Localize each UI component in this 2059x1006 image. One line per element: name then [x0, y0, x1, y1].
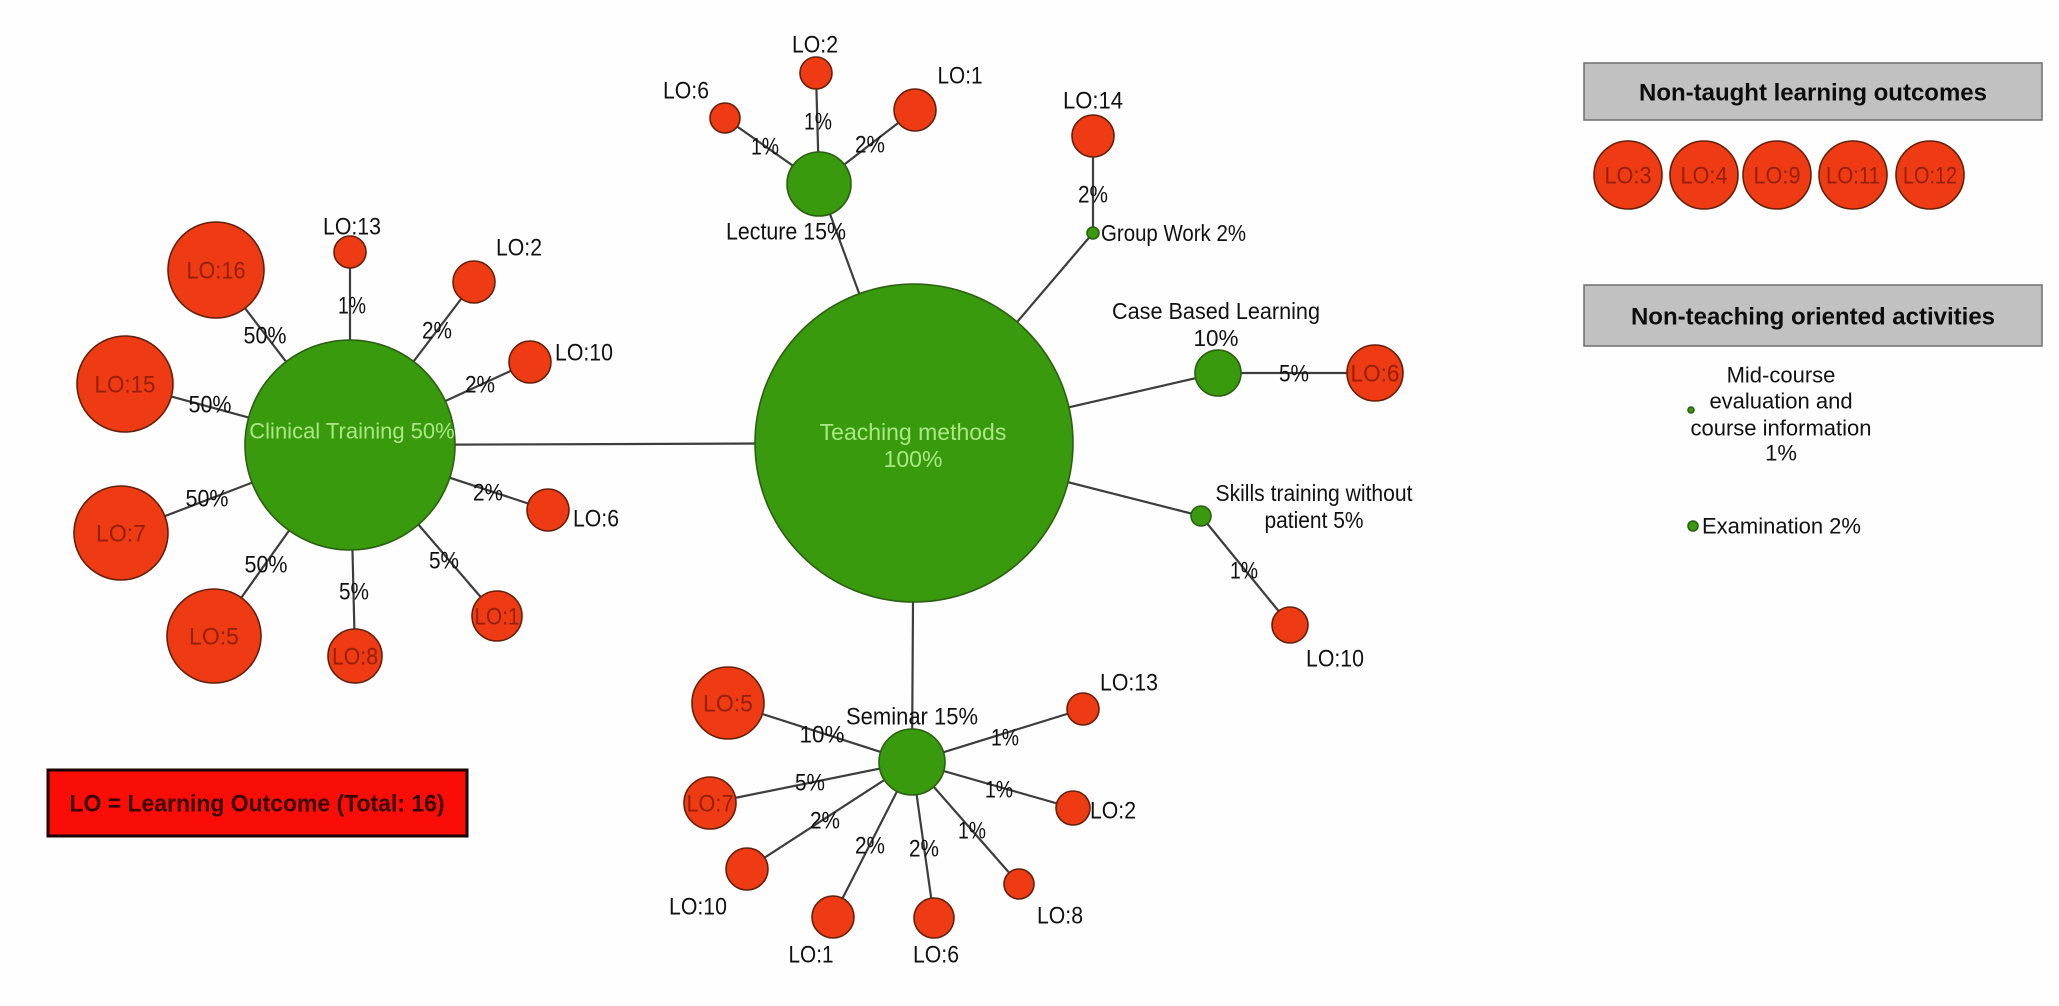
svg-text:2%: 2% — [465, 371, 495, 398]
svg-text:5%: 5% — [429, 547, 459, 574]
svg-text:50%: 50% — [244, 322, 287, 349]
svg-text:patient 5%: patient 5% — [1265, 507, 1364, 533]
svg-text:1%: 1% — [751, 133, 779, 160]
svg-text:evaluation and: evaluation and — [1709, 389, 1852, 414]
svg-text:course information: course information — [1691, 416, 1872, 441]
svg-text:LO = Learning Outcome (Total:: LO = Learning Outcome (Total: 16) — [70, 790, 445, 817]
svg-text:LO:6: LO:6 — [663, 77, 709, 104]
svg-text:50%: 50% — [245, 551, 288, 578]
svg-text:LO:1: LO:1 — [938, 62, 983, 89]
svg-text:LO:5: LO:5 — [189, 623, 239, 650]
svg-text:5%: 5% — [339, 578, 369, 605]
svg-text:LO:9: LO:9 — [1754, 162, 1801, 189]
svg-text:LO:7: LO:7 — [96, 520, 146, 547]
svg-text:LO:1: LO:1 — [789, 941, 834, 968]
svg-text:1%: 1% — [338, 292, 366, 319]
svg-text:Seminar 15%: Seminar 15% — [846, 703, 978, 730]
svg-text:10%: 10% — [800, 721, 845, 748]
svg-text:LO:15: LO:15 — [95, 371, 156, 398]
svg-text:Examination 2%: Examination 2% — [1702, 514, 1861, 539]
svg-text:LO:2: LO:2 — [496, 234, 542, 261]
svg-text:LO:14: LO:14 — [1063, 87, 1123, 114]
svg-text:LO:6: LO:6 — [913, 941, 959, 968]
svg-text:2%: 2% — [473, 479, 503, 506]
svg-text:Lecture 15%: Lecture 15% — [726, 218, 846, 245]
svg-text:LO:3: LO:3 — [1605, 162, 1652, 189]
svg-text:LO:8: LO:8 — [332, 643, 378, 670]
svg-text:2%: 2% — [422, 317, 452, 344]
svg-text:LO:11: LO:11 — [1826, 162, 1880, 189]
svg-text:2%: 2% — [855, 832, 885, 859]
svg-text:2%: 2% — [1078, 181, 1108, 208]
svg-text:LO:1: LO:1 — [475, 603, 520, 630]
svg-text:LO:5: LO:5 — [703, 690, 753, 717]
svg-text:Case Based Learning: Case Based Learning — [1112, 298, 1320, 324]
svg-text:LO:13: LO:13 — [323, 213, 381, 240]
svg-text:LO:2: LO:2 — [792, 31, 838, 58]
svg-text:LO:6: LO:6 — [573, 505, 619, 532]
svg-text:LO:2: LO:2 — [1090, 797, 1136, 824]
svg-text:Clinical Training 50%: Clinical Training 50% — [249, 419, 454, 444]
svg-text:10%: 10% — [1194, 325, 1239, 351]
svg-text:100%: 100% — [884, 446, 943, 472]
svg-text:LO:10: LO:10 — [1306, 645, 1364, 672]
svg-text:LO:13: LO:13 — [1100, 669, 1158, 696]
svg-text:LO:10: LO:10 — [555, 339, 613, 366]
svg-text:LO:16: LO:16 — [187, 257, 246, 284]
svg-text:1%: 1% — [1765, 441, 1797, 466]
svg-text:50%: 50% — [186, 485, 229, 512]
svg-text:LO:6: LO:6 — [1351, 360, 1400, 387]
svg-text:LO:4: LO:4 — [1681, 162, 1728, 189]
svg-text:Skills training without: Skills training without — [1216, 480, 1414, 506]
svg-text:LO:7: LO:7 — [687, 790, 734, 817]
svg-text:5%: 5% — [795, 769, 825, 796]
svg-text:Mid-course: Mid-course — [1727, 363, 1836, 388]
svg-text:LO:10: LO:10 — [669, 893, 727, 920]
svg-text:2%: 2% — [909, 835, 939, 862]
svg-text:Teaching methods: Teaching methods — [820, 419, 1007, 445]
svg-text:1%: 1% — [1230, 557, 1258, 584]
svg-text:2%: 2% — [810, 807, 840, 834]
svg-text:Non-teaching oriented activiti: Non-teaching oriented activities — [1631, 303, 1995, 330]
svg-text:LO:12: LO:12 — [1903, 162, 1957, 189]
svg-text:2%: 2% — [855, 131, 885, 158]
svg-text:LO:8: LO:8 — [1037, 902, 1083, 929]
svg-text:50%: 50% — [189, 391, 232, 418]
svg-text:Group Work 2%: Group Work 2% — [1101, 220, 1246, 246]
svg-text:Non-taught learning outcomes: Non-taught learning outcomes — [1639, 79, 1987, 106]
svg-text:5%: 5% — [1279, 360, 1309, 387]
svg-text:1%: 1% — [985, 776, 1013, 803]
svg-text:1%: 1% — [991, 724, 1019, 751]
svg-text:1%: 1% — [958, 817, 986, 844]
svg-text:1%: 1% — [804, 108, 832, 135]
